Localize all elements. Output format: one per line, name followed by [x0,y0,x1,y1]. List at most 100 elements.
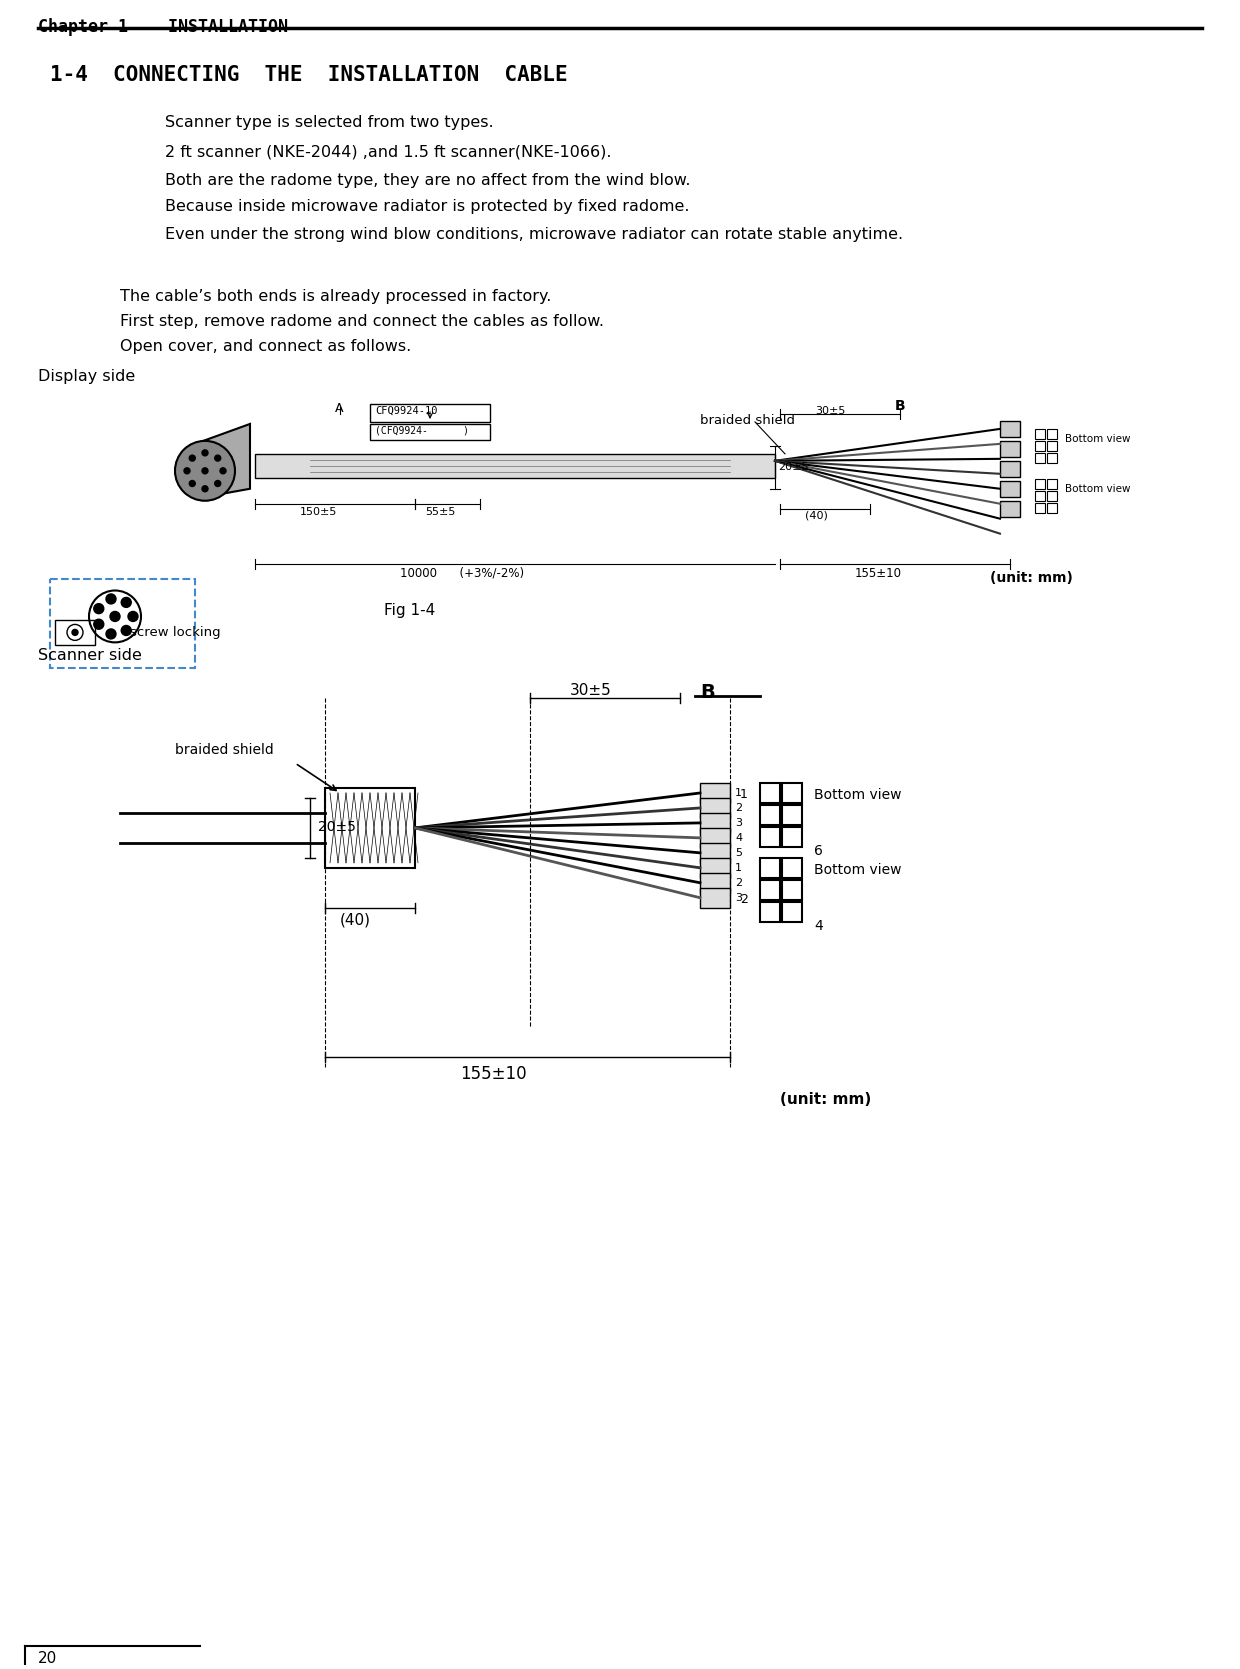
Bar [760,858,780,878]
Text: 4: 4 [813,918,823,933]
Text: screw locking: screw locking [130,626,221,639]
Circle shape [215,456,221,461]
Text: 2: 2 [740,893,748,906]
Text: (40): (40) [340,913,371,928]
Text: 155±10: 155±10 [856,566,901,579]
Text: 5: 5 [735,848,742,858]
Bar [760,804,780,824]
Text: Even under the strong wind blow conditions, microwave radiator can rotate stable: Even under the strong wind blow conditio… [165,227,903,242]
Text: Both are the radome type, they are no affect from the wind blow.: Both are the radome type, they are no af… [165,172,691,187]
Text: Open cover, and connect as follows.: Open cover, and connect as follows. [120,339,412,354]
Circle shape [122,598,131,608]
Circle shape [219,467,226,474]
Bar [701,813,730,833]
Bar [1035,452,1045,462]
Text: 1: 1 [735,788,742,798]
Bar [782,826,802,846]
Bar [760,880,780,900]
Text: Scanner side: Scanner side [38,648,141,663]
Text: 3: 3 [735,893,742,903]
Text: Display side: Display side [38,369,135,384]
Text: First step, remove radome and connect the cables as follow.: First step, remove radome and connect th… [120,314,604,329]
Bar [782,880,802,900]
Text: 20: 20 [38,1651,57,1666]
Text: Bottom view: Bottom view [1065,434,1131,444]
Bar [999,441,1021,457]
Text: Bottom view: Bottom view [1065,484,1131,494]
Circle shape [190,481,195,486]
Bar [701,873,730,893]
Bar [999,501,1021,517]
Text: CFQ9924-10: CFQ9924-10 [374,406,438,416]
Circle shape [110,611,120,621]
Bar [55,621,95,646]
Text: 1-4  CONNECTING  THE  INSTALLATION  CABLE: 1-4 CONNECTING THE INSTALLATION CABLE [50,65,568,85]
Circle shape [122,626,131,636]
Circle shape [202,451,208,456]
Bar [1047,502,1056,512]
Bar [999,461,1021,477]
Text: 30±5: 30±5 [570,683,611,698]
Circle shape [72,629,78,636]
Circle shape [94,619,104,629]
Bar [1047,429,1056,439]
Text: (unit: mm): (unit: mm) [780,1092,872,1107]
Circle shape [215,481,221,486]
Bar [1035,441,1045,451]
Circle shape [202,486,208,492]
Bar [701,888,730,908]
Text: The cable’s both ends is already processed in factory.: The cable’s both ends is already process… [120,289,552,304]
Bar [1047,491,1056,501]
Text: 1: 1 [735,863,742,873]
Circle shape [175,441,236,501]
Text: Scanner type is selected from two types.: Scanner type is selected from two types. [165,115,494,130]
Bar [255,454,775,477]
Bar [760,901,780,921]
Text: (CFQ9924-      ): (CFQ9924- ) [374,426,469,436]
Circle shape [184,467,190,474]
Text: B: B [895,399,905,412]
Text: 20±5: 20±5 [317,819,356,834]
Text: 30±5: 30±5 [815,406,846,416]
Text: 2 ft scanner (NKE-2044) ,and 1.5 ft scanner(NKE-1066).: 2 ft scanner (NKE-2044) ,and 1.5 ft scan… [165,145,611,160]
Text: Because inside microwave radiator is protected by fixed radome.: Because inside microwave radiator is pro… [165,200,689,215]
Bar [999,481,1021,497]
Text: 6: 6 [813,845,823,858]
Bar [701,828,730,848]
Bar [701,783,730,803]
Circle shape [105,594,117,604]
Bar [370,424,490,441]
Bar [701,798,730,818]
Bar [782,804,802,824]
Text: 55±5: 55±5 [425,507,455,517]
Bar [1047,441,1056,451]
Circle shape [94,604,104,614]
Circle shape [190,456,195,461]
Bar [760,826,780,846]
Text: 20±5: 20±5 [777,462,808,472]
Bar [999,421,1021,437]
Bar [701,843,730,863]
Text: Fig 1-4: Fig 1-4 [384,604,435,619]
Text: braided shield: braided shield [175,743,274,758]
Text: 155±10: 155±10 [460,1065,527,1083]
Bar [1047,452,1056,462]
Text: 2: 2 [735,803,742,813]
Text: 3: 3 [735,818,742,828]
Text: 150±5: 150±5 [300,507,337,517]
Text: Bottom view: Bottom view [813,863,901,876]
Circle shape [202,467,208,474]
Circle shape [128,611,138,621]
Circle shape [105,629,117,639]
Text: (40): (40) [805,511,828,521]
Bar [1035,429,1045,439]
Text: B: B [701,683,714,703]
Bar [370,404,490,422]
Bar [1035,502,1045,512]
Bar [325,788,415,868]
Text: Chapter 1    INSTALLATION: Chapter 1 INSTALLATION [38,18,288,37]
Bar [1035,491,1045,501]
Bar [782,858,802,878]
Bar [701,858,730,878]
Text: 2: 2 [735,878,742,888]
